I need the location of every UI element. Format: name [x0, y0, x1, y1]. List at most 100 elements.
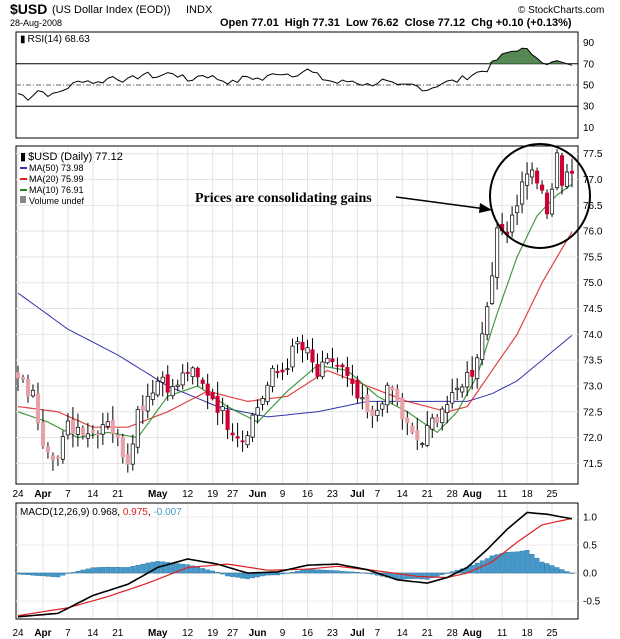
annotation-arrowhead — [479, 203, 492, 213]
candle-body — [235, 436, 240, 439]
annotation-arrow — [395, 196, 487, 210]
candle-body — [170, 386, 175, 397]
candle-body — [310, 349, 315, 363]
x-tick-label: 14 — [87, 489, 99, 500]
x-tick-label: 21 — [422, 489, 434, 500]
macd-histogram-bar — [345, 571, 350, 574]
macd-histogram-bar — [55, 572, 61, 578]
rsi-label: ▮ RSI(14) 68.63 — [20, 34, 90, 45]
candle-body — [215, 395, 220, 413]
x-tick-label: 24 — [12, 628, 24, 639]
macd-histogram-bar — [434, 572, 440, 577]
candle-body — [260, 398, 265, 405]
macd-histogram-bar — [90, 567, 96, 574]
macd-histogram-bar — [65, 572, 71, 574]
signal-value: 0.975 — [123, 507, 148, 518]
candle-body — [205, 383, 210, 396]
candle-body — [40, 422, 46, 447]
price-tick-label: 74.0 — [583, 330, 603, 341]
x-tick-label: May — [148, 489, 168, 500]
candle-body — [175, 384, 180, 387]
macd-histogram-bar — [300, 569, 305, 574]
macd-histogram-bar — [120, 567, 126, 574]
candle-body — [569, 170, 575, 174]
candle-body — [70, 419, 75, 434]
candle-body — [285, 368, 290, 371]
macd-histogram-bar — [15, 572, 21, 575]
candle-body — [405, 417, 410, 424]
candle-body — [95, 433, 100, 436]
candle-body — [60, 436, 65, 460]
rsi-tick-label: 90 — [583, 38, 595, 49]
macd-histogram-bar — [484, 558, 490, 574]
macd-histogram-bar — [320, 569, 325, 574]
quote-summary: Open 77.01 High 77.31 Low 76.62 Close 77… — [220, 17, 572, 29]
candle-body — [80, 427, 85, 436]
candle-body — [135, 409, 140, 448]
macd-histogram-bar — [370, 572, 375, 575]
macd-histogram-bar — [235, 572, 240, 578]
macd-histogram-bar — [165, 562, 171, 574]
candle-body — [450, 392, 455, 404]
macd-histogram-bar — [140, 563, 146, 574]
macd-histogram-bar — [554, 567, 560, 574]
x-tick-label: 25 — [546, 628, 558, 639]
volume-legend: Volume undef — [29, 196, 85, 206]
macd-histogram-bar — [195, 567, 201, 574]
macd-histogram-bar — [399, 572, 405, 580]
x-tick-label: 19 — [207, 489, 219, 500]
candle-body — [145, 395, 150, 412]
candle-body — [520, 181, 525, 205]
candle-body — [400, 397, 405, 420]
macd-histogram-bar — [330, 570, 335, 574]
candle-body — [385, 384, 390, 406]
macd-histogram-bar — [150, 561, 156, 574]
macd-histogram-bar — [549, 565, 555, 574]
macd-histogram-bar — [255, 572, 260, 578]
candle-body — [105, 421, 110, 427]
candle-body — [35, 393, 41, 424]
macd-histogram-bar — [290, 571, 295, 574]
macd-histogram-bar — [310, 569, 315, 574]
candle-body — [165, 374, 170, 393]
candle-body — [390, 386, 395, 391]
macd-histogram-bar — [350, 571, 355, 574]
macd-histogram-bar — [335, 570, 340, 574]
price-tick-label: 75.0 — [583, 278, 603, 289]
x-tick-label: 23 — [327, 628, 339, 639]
price-tick-label: 76.5 — [583, 201, 603, 212]
macd-value: 0.968 — [92, 507, 117, 518]
macd-histogram-bar — [240, 572, 245, 579]
candle-body — [220, 406, 225, 411]
candle-body — [110, 419, 115, 434]
macd-histogram-bar — [544, 563, 550, 574]
x-tick-label: 28 — [447, 489, 459, 500]
chart-date: 28-Aug-2008 — [10, 18, 62, 28]
x-tick-label: 16 — [302, 628, 314, 639]
macd-histogram-bar — [50, 572, 56, 577]
candle-body — [230, 432, 235, 436]
candle-body — [380, 403, 385, 410]
candle-body — [340, 364, 345, 368]
candle-body — [140, 405, 145, 411]
macd-histogram-bar — [60, 572, 66, 576]
macd-histogram-bar — [30, 572, 36, 576]
macd-tick-label: -0.5 — [583, 597, 601, 608]
candle-body — [270, 367, 275, 387]
macd-histogram-bar — [230, 572, 235, 577]
candle-body — [155, 380, 160, 396]
symbol-name: (US Dollar Index (EOD)) — [52, 4, 171, 16]
candle-body — [250, 414, 255, 438]
price-tick-label: 76.0 — [583, 227, 603, 238]
x-tick-label: 27 — [227, 628, 239, 639]
candle-body — [360, 397, 365, 400]
x-tick-label: 7 — [65, 489, 71, 500]
x-tick-label: Aug — [462, 628, 481, 639]
macd-histogram-bar — [559, 569, 565, 574]
candle-body — [445, 404, 450, 413]
macd-histogram-bar — [439, 572, 445, 575]
candle-body — [535, 170, 540, 184]
candle-body — [320, 361, 325, 378]
candle-body — [490, 275, 495, 304]
macd-histogram-bar — [529, 554, 535, 574]
